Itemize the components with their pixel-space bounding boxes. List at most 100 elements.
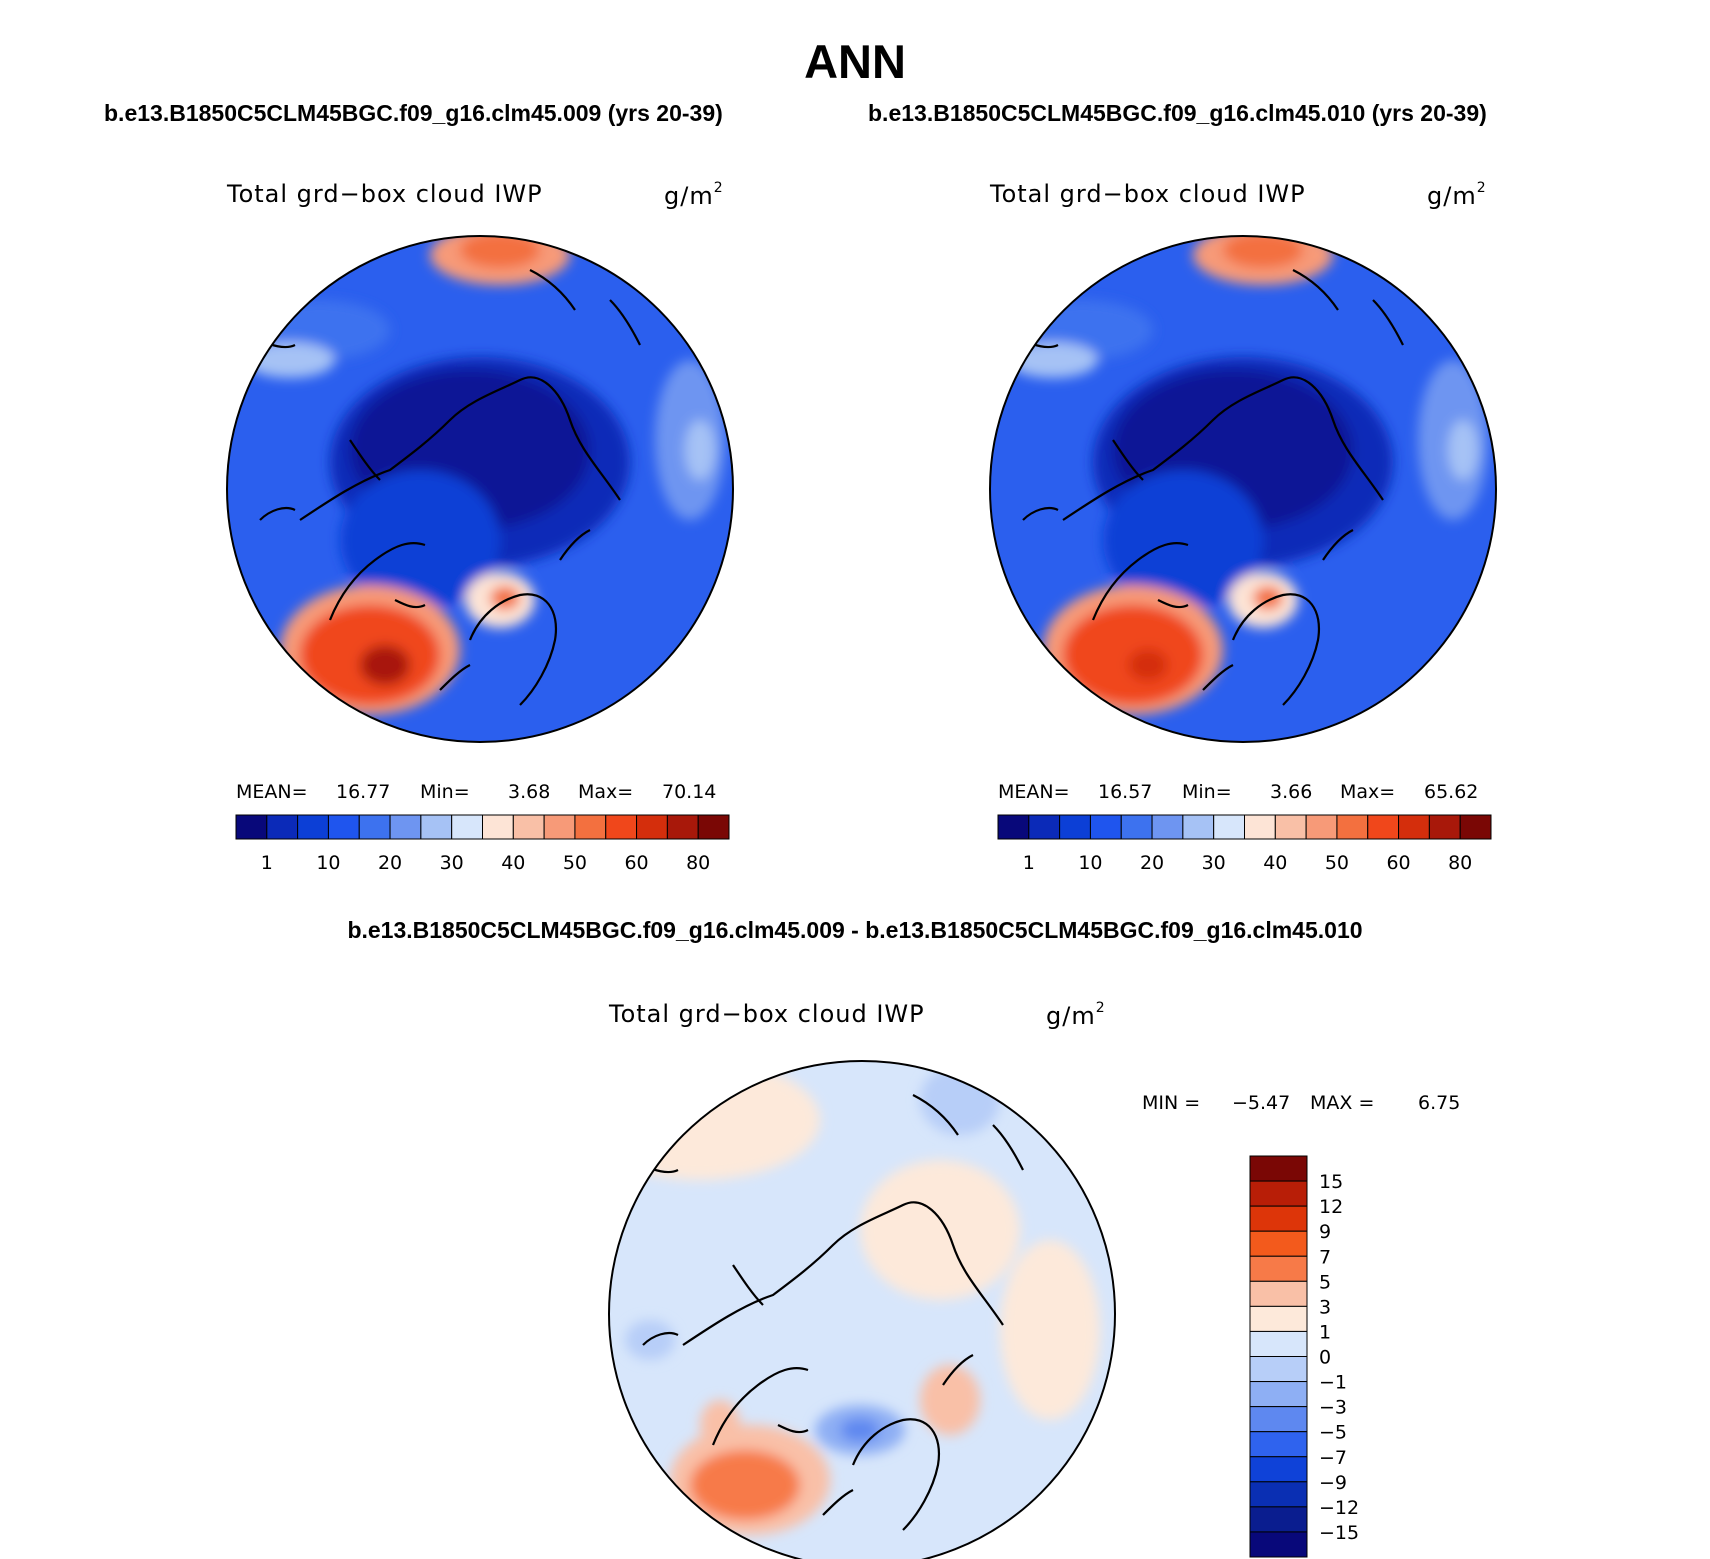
colorbar-box	[1028, 814, 1061, 840]
panel1-max-label: Max=	[578, 781, 634, 803]
colorbar-tick-label: −5	[1319, 1422, 1347, 1444]
difference-max-value: 6.75	[1418, 1092, 1461, 1114]
map-case-009	[227, 236, 733, 742]
map1-border	[226, 235, 734, 743]
colorbar-tick-label: 50	[563, 852, 587, 874]
panel2-units-label: g/m2	[1427, 180, 1487, 210]
colorbar-box	[636, 814, 668, 840]
colorbar-tick-label: −15	[1319, 1522, 1359, 1544]
colorbar-tick-label: 0	[1319, 1347, 1331, 1369]
panel2-max-label: Max=	[1340, 781, 1396, 803]
colorbar-tick-label: 20	[378, 852, 402, 874]
map3-border	[608, 1060, 1116, 1559]
colorbar-tick-label: 3	[1319, 1296, 1331, 1318]
panel2-max-value: 65.62	[1424, 781, 1479, 803]
case1-title: b.e13.B1850C5CLM45BGC.f09_g16.clm45.009 …	[104, 100, 723, 126]
map1-coastlines	[259, 269, 641, 706]
colorbar-tick-label: 40	[501, 852, 525, 874]
colorbar-box	[1244, 814, 1276, 840]
panel1-min-label: Min=	[420, 781, 470, 803]
colorbar-tick-label: 40	[1263, 852, 1287, 874]
colorbar-box	[389, 814, 422, 840]
panel1-mean-value: 16.77	[336, 781, 391, 803]
colorbar-box	[266, 814, 299, 840]
colorbar-box	[1089, 814, 1122, 840]
colorbar-box	[1151, 814, 1184, 840]
difference-min-value: −5.47	[1232, 1092, 1291, 1114]
colorbar-box	[235, 814, 268, 840]
colorbar-tick-label: 5	[1319, 1271, 1331, 1293]
map-case-010	[990, 236, 1496, 742]
panel2-mean-value: 16.57	[1098, 781, 1153, 803]
colorbar-tick-label: 60	[1386, 852, 1410, 874]
colorbar-box	[1120, 814, 1153, 840]
colorbar-tick-label: −3	[1319, 1397, 1347, 1419]
difference-max-label: MAX =	[1310, 1092, 1375, 1114]
difference-min-label: MIN =	[1142, 1092, 1201, 1114]
colorbar-box	[1249, 1506, 1308, 1533]
colorbar-tick-label: 80	[686, 852, 710, 874]
difference-variable-label: Total grd−box cloud IWP	[609, 1000, 925, 1028]
colorbar-box	[1274, 814, 1307, 840]
panel1-mean-label: MEAN=	[236, 781, 308, 803]
colorbar-box	[451, 814, 483, 840]
case2-title: b.e13.B1850C5CLM45BGC.f09_g16.clm45.010 …	[868, 100, 1487, 126]
colorbar-difference: 15 12 9 7 5 3 1 0 −1 −3 −5 −7 −9 −12 −15	[1249, 1155, 1359, 1558]
map3-coastlines	[642, 1094, 1024, 1531]
colorbar-tick-label: −12	[1319, 1497, 1359, 1519]
colorbar-box	[358, 814, 391, 840]
colorbar-box	[543, 814, 576, 840]
panel1-variable-label: Total grd−box cloud IWP	[227, 180, 543, 208]
colorbar-box	[1249, 1205, 1308, 1232]
colorbar-tick-label: 80	[1448, 852, 1472, 874]
colorbar-box	[666, 814, 699, 840]
colorbar-box	[1249, 1280, 1308, 1307]
colorbar-box	[1249, 1255, 1308, 1282]
colorbar-box	[327, 814, 360, 840]
colorbar-box	[1249, 1481, 1308, 1508]
colorbar-tick-label: −9	[1319, 1472, 1347, 1494]
colorbar-tick-label: 30	[440, 852, 464, 874]
colorbar-box	[1336, 814, 1369, 840]
map-difference	[609, 1061, 1115, 1559]
colorbar-box	[574, 814, 607, 840]
colorbar-tick-label: 1	[1023, 852, 1035, 874]
colorbar-box	[605, 814, 638, 840]
colorbar-tick-label: 15	[1319, 1171, 1343, 1193]
colorbar-box	[1249, 1456, 1308, 1483]
colorbar-box	[1305, 814, 1338, 840]
map2-border	[989, 235, 1497, 743]
colorbar-box	[997, 814, 1030, 840]
colorbar-box	[1249, 1155, 1308, 1182]
colorbar-box	[297, 814, 329, 840]
colorbar-box	[1367, 814, 1400, 840]
colorbar-tick-label: 10	[1078, 852, 1102, 874]
main-title: ANN	[804, 35, 906, 88]
colorbar-box	[1059, 814, 1091, 840]
colorbar-case-009: 1 10 20 30 40 50 60 80	[235, 814, 730, 874]
colorbar-box	[1249, 1431, 1308, 1458]
colorbar-box	[1213, 814, 1245, 840]
colorbar-box	[1249, 1230, 1308, 1257]
colorbar-box	[1182, 814, 1215, 840]
panel2-variable-label: Total grd−box cloud IWP	[990, 180, 1306, 208]
colorbar-box	[1249, 1406, 1308, 1433]
colorbar-box	[1249, 1356, 1308, 1383]
colorbar-box	[420, 814, 453, 840]
colorbar-box	[1249, 1180, 1308, 1207]
colorbar-tick-label: −7	[1319, 1447, 1347, 1469]
colorbar-tick-label: 50	[1325, 852, 1349, 874]
colorbar-box	[1249, 1305, 1308, 1332]
panel1-max-value: 70.14	[662, 781, 717, 803]
colorbar-box	[1249, 1330, 1308, 1357]
difference-title: b.e13.B1850C5CLM45BGC.f09_g16.clm45.009 …	[347, 917, 1363, 943]
panel2-min-label: Min=	[1182, 781, 1232, 803]
colorbar-box	[1249, 1381, 1308, 1408]
panel2-mean-label: MEAN=	[998, 781, 1070, 803]
colorbar-box	[1398, 814, 1430, 840]
panel2-min-value: 3.66	[1270, 781, 1313, 803]
colorbar-box	[482, 814, 514, 840]
colorbar-tick-label: −1	[1319, 1372, 1347, 1394]
difference-units-label: g/m2	[1046, 1000, 1106, 1030]
